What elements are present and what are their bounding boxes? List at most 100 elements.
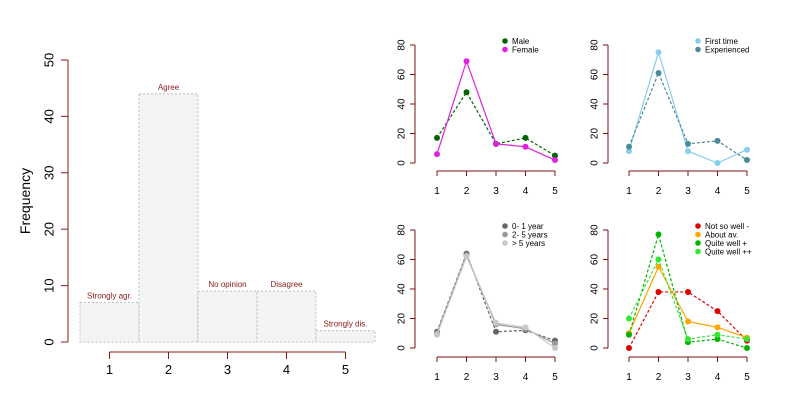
data-point: [626, 148, 632, 155]
series-line-0: [436, 251, 556, 342]
x-tick-label: 4: [283, 362, 290, 377]
legend-marker: [695, 240, 701, 246]
legend-marker: [695, 248, 701, 255]
legend-marker: [695, 231, 701, 238]
bar-annotation: No opinion: [208, 280, 246, 289]
legend-marker: [502, 46, 508, 53]
x-tick-label: 4: [523, 186, 529, 197]
data-point: [522, 143, 529, 150]
data-point: [434, 331, 440, 338]
x-tick-label: 5: [744, 372, 750, 383]
histogram-panel: 0 10 20 30 40 50 Frequency 1 2 3 4 5 Strongly agr. Ag…: [17, 53, 376, 377]
data-point: [714, 336, 721, 343]
y-tick-label: 0: [590, 160, 601, 166]
bar-annotation: Strongly agr.: [87, 292, 132, 301]
x-tick-label: 2: [464, 372, 470, 383]
x-tick-label: 2: [165, 362, 172, 377]
legend-label: Quite well ++: [705, 248, 752, 257]
x-tick-label: 1: [434, 372, 440, 383]
data-point: [685, 148, 691, 155]
data-point: [626, 315, 632, 322]
data-point: [626, 143, 632, 150]
legend-label: First time: [705, 37, 738, 46]
legend-marker: [695, 223, 701, 229]
x-tick-label: 1: [626, 372, 632, 383]
data-point: [463, 89, 470, 96]
data-point: [522, 324, 529, 331]
data-point: [714, 308, 721, 315]
data-point: [493, 319, 499, 326]
data-point: [626, 345, 632, 351]
data-point: [714, 324, 721, 331]
data-point: [744, 157, 750, 164]
y-tick-label: 60: [397, 254, 408, 266]
data-point: [552, 152, 558, 159]
legend-marker: [502, 240, 508, 246]
y-tick-label: 40: [590, 283, 601, 295]
data-point: [714, 137, 721, 144]
histogram-bar: [197, 290, 258, 343]
data-point: [552, 345, 558, 351]
y-tick-label: 20: [590, 128, 601, 140]
legend-label: 0- 1 year: [512, 222, 544, 231]
histogram-bar: [256, 290, 317, 343]
data-point: [744, 146, 750, 153]
data-point: [463, 253, 470, 260]
x-tick-label: 5: [552, 186, 558, 197]
data-point: [463, 58, 470, 65]
bar-annotation: Strongly dis.: [323, 320, 367, 329]
y-tick-label: 60: [590, 69, 601, 81]
legend-label: 2- 5 years: [512, 231, 548, 240]
y-tick-label: 60: [397, 69, 408, 81]
data-point: [655, 70, 662, 77]
data-point: [685, 318, 691, 325]
x-tick-label: 5: [552, 372, 558, 383]
x-tick-label: 3: [493, 186, 499, 197]
y-tick-label: 40: [397, 98, 408, 110]
data-point: [522, 134, 529, 141]
y-tick-label: 80: [590, 39, 601, 51]
y-tick-label: 20: [397, 313, 408, 325]
data-point: [552, 340, 558, 347]
data-point: [685, 288, 691, 295]
y-tick-label: 30: [41, 166, 56, 180]
x-tick-label: 2: [464, 186, 470, 197]
data-point: [655, 256, 662, 263]
legend-label: About av.: [705, 231, 738, 240]
legend-label: Quite well +: [705, 239, 747, 248]
legend-label: Not so well -: [705, 222, 749, 231]
data-point: [552, 157, 558, 164]
legend-marker: [502, 38, 508, 44]
y-axis-title: Frequency: [17, 168, 33, 234]
x-tick-label: 3: [685, 186, 691, 197]
y-tick-label: 0: [397, 345, 408, 351]
x-tick-label: 3: [224, 362, 231, 377]
data-point: [685, 336, 691, 343]
y-tick-label: 20: [41, 222, 56, 236]
y-tick-label: 40: [397, 283, 408, 295]
series-line-1: [628, 71, 748, 161]
x-tick-label: 3: [685, 372, 691, 383]
x-tick-label: 1: [434, 186, 440, 197]
series-line-3: [628, 257, 748, 340]
x-tick-label: 4: [715, 372, 721, 383]
data-point: [744, 345, 750, 351]
data-point: [655, 231, 662, 238]
legend-label: Experienced: [705, 46, 749, 55]
x-tick-label: 2: [656, 186, 662, 197]
series-line-0: [436, 91, 556, 157]
x-tick-label: 4: [715, 186, 721, 197]
data-point: [744, 336, 750, 343]
data-point: [626, 331, 632, 338]
legend-label: Female: [512, 46, 539, 55]
x-tick-label: 1: [626, 186, 632, 197]
legend-label: > 5 years: [512, 239, 545, 248]
y-tick-label: 50: [41, 53, 56, 67]
data-point: [434, 134, 440, 141]
data-point: [714, 331, 721, 338]
x-tick-label: 4: [523, 372, 529, 383]
